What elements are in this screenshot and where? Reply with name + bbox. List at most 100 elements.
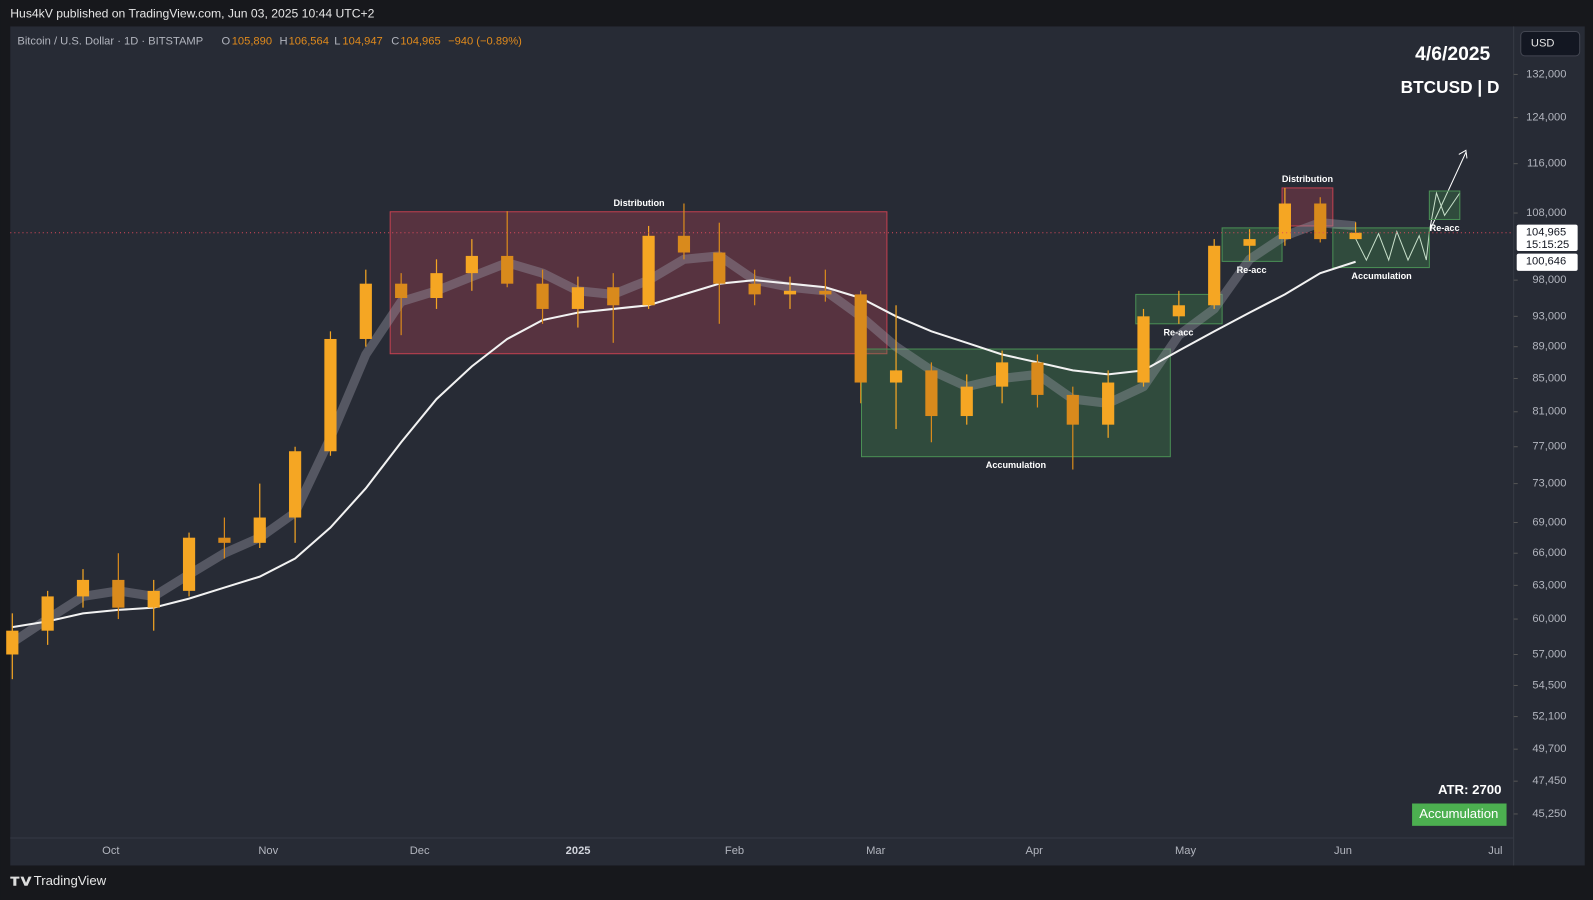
candle-body bbox=[395, 283, 408, 299]
atr-label: ATR: 2700 bbox=[1438, 782, 1502, 797]
y-tick-label: 60,000 bbox=[1532, 613, 1566, 625]
candle-body bbox=[748, 283, 761, 295]
candle-body bbox=[854, 294, 867, 383]
y-tick-label: 132,000 bbox=[1526, 68, 1566, 80]
candle-body bbox=[1243, 239, 1256, 246]
x-tick-label: Dec bbox=[410, 845, 430, 857]
candle-body bbox=[112, 579, 125, 608]
o-label: O bbox=[222, 36, 231, 48]
x-tick-label: Feb bbox=[725, 845, 744, 857]
x-tick-label: Mar bbox=[866, 845, 885, 857]
c-label: C bbox=[391, 36, 399, 48]
candle-body bbox=[1172, 305, 1185, 317]
candle-body bbox=[182, 537, 196, 591]
zone-label: Re-acc bbox=[1163, 327, 1193, 337]
y-tick-label: 98,000 bbox=[1532, 274, 1566, 286]
y-tick-label: 108,000 bbox=[1526, 207, 1566, 219]
candle-body bbox=[536, 283, 549, 309]
y-tick-label: 45,250 bbox=[1532, 808, 1566, 820]
candle-body bbox=[1031, 362, 1044, 395]
ticker-label: BTCUSD | D bbox=[1401, 77, 1500, 97]
ma-last-label: 100,646 bbox=[1526, 256, 1566, 268]
candle-body bbox=[41, 596, 54, 631]
y-tick-label: 77,000 bbox=[1532, 441, 1566, 453]
status-badge bbox=[1412, 803, 1507, 826]
x-tick-label: Oct bbox=[102, 845, 120, 857]
y-tick-label: 69,000 bbox=[1532, 516, 1566, 528]
zone-label: Re-acc bbox=[1237, 265, 1267, 275]
x-tick-label: Jul bbox=[1488, 845, 1502, 857]
candle-body bbox=[1278, 203, 1291, 240]
y-tick-label: 66,000 bbox=[1532, 547, 1566, 559]
zone-label: Accumulation bbox=[986, 460, 1047, 470]
candle-body bbox=[677, 235, 691, 253]
x-tick-label: 2025 bbox=[566, 845, 591, 857]
y-tick-label: 93,000 bbox=[1532, 310, 1566, 322]
publisher: Hus4kV published on TradingView.com, Jun… bbox=[10, 6, 374, 20]
y-tick-label: 85,000 bbox=[1532, 372, 1566, 384]
candle-body bbox=[465, 255, 478, 274]
candle-body bbox=[1137, 316, 1150, 383]
candle-body bbox=[359, 283, 372, 339]
y-tick-label: 52,100 bbox=[1532, 711, 1566, 723]
x-tick-label: Nov bbox=[258, 845, 278, 857]
candle-body bbox=[889, 370, 903, 383]
candle-body bbox=[713, 252, 726, 284]
candle-body bbox=[642, 235, 655, 306]
zone bbox=[1332, 227, 1430, 269]
zone-label: Distribution bbox=[613, 198, 665, 208]
candle-body bbox=[218, 537, 231, 543]
candle-body bbox=[571, 287, 584, 309]
status-badge-text: Accumulation bbox=[1419, 806, 1498, 821]
footer-brand: TradingView bbox=[34, 873, 107, 888]
candle-body bbox=[1102, 382, 1115, 425]
candle-body bbox=[819, 290, 832, 295]
x-tick-label: Jun bbox=[1334, 845, 1352, 857]
candle-body bbox=[783, 290, 797, 295]
currency[interactable]: USD bbox=[1531, 38, 1555, 50]
x-tick-label: May bbox=[1175, 845, 1196, 857]
projection-arrow bbox=[1428, 152, 1467, 232]
zone bbox=[861, 348, 1171, 458]
tv-logo bbox=[10, 876, 32, 886]
candle-body bbox=[253, 517, 266, 543]
candle-body bbox=[324, 338, 337, 452]
candle-body bbox=[925, 370, 938, 417]
h-label: H bbox=[279, 36, 287, 48]
zone-label: Distribution bbox=[1282, 174, 1334, 184]
plot-layer bbox=[6, 187, 1461, 680]
y-tick-label: 89,000 bbox=[1532, 341, 1566, 353]
symbol: Bitcoin / U.S. Dollar · 1D · BITSTAMP bbox=[17, 36, 203, 48]
arrow-head bbox=[1458, 149, 1468, 159]
y-tick-label: 81,000 bbox=[1532, 406, 1566, 418]
candle-body bbox=[1208, 245, 1221, 306]
y-tick-label: 124,000 bbox=[1526, 112, 1566, 124]
y-tick-label: 116,000 bbox=[1527, 158, 1566, 170]
open: 105,890 bbox=[232, 36, 272, 48]
candle-body bbox=[996, 362, 1009, 387]
x-tick-label: Apr bbox=[1026, 845, 1044, 857]
change: −940 (−0.89%) bbox=[448, 36, 522, 48]
candle-body bbox=[6, 630, 19, 655]
y-tick-label: 73,000 bbox=[1532, 478, 1566, 490]
currency-button[interactable] bbox=[1520, 30, 1581, 57]
candle-body bbox=[147, 590, 160, 608]
projection-path bbox=[1353, 191, 1461, 262]
last-price-box bbox=[1516, 224, 1578, 252]
chart-panel bbox=[10, 26, 1585, 866]
y-tick-label: 57,000 bbox=[1532, 648, 1566, 660]
date-label: 4/6/2025 bbox=[1415, 44, 1490, 65]
y-tick-label: 54,500 bbox=[1532, 679, 1566, 691]
close: 104,965 bbox=[400, 36, 440, 48]
y-tick-label: 63,000 bbox=[1532, 579, 1566, 591]
zone bbox=[1428, 190, 1461, 220]
candle-body bbox=[289, 451, 302, 518]
l-label: L bbox=[334, 36, 340, 48]
low: 104,947 bbox=[342, 36, 382, 48]
candle-body bbox=[430, 273, 443, 299]
candle-body bbox=[1314, 203, 1327, 240]
countdown: 15:15:25 bbox=[1526, 239, 1569, 251]
candle-body bbox=[1066, 394, 1079, 425]
